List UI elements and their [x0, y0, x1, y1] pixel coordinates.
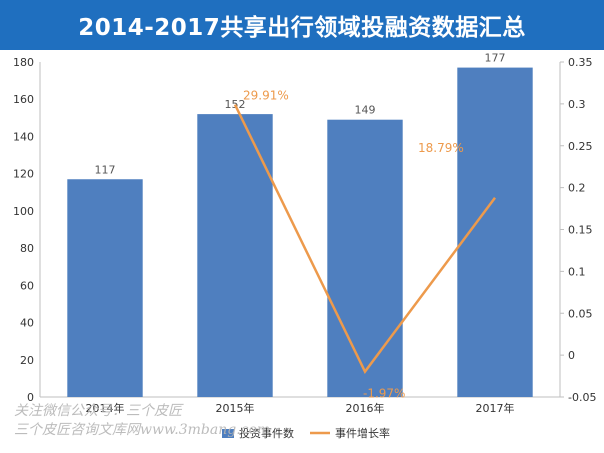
- line-data-label: -1.97%: [363, 387, 405, 401]
- watermark-line-2: 三个皮匠咨询文库网www.3mbang.com: [14, 422, 271, 438]
- y-right-tick-label: 0.15: [568, 224, 593, 237]
- y-left-tick-label: 140: [13, 130, 34, 143]
- x-tick-label: 2014年: [86, 401, 125, 415]
- line-data-label: 18.79%: [418, 141, 464, 155]
- y-left-tick-label: 180: [13, 56, 34, 69]
- x-tick-label: 2015年: [216, 401, 255, 415]
- chart-title: 2014-2017共享出行领域投融资数据汇总: [78, 15, 526, 41]
- title-bar: 2014-2017共享出行领域投融资数据汇总: [0, 0, 604, 50]
- bar-data-label: 117: [95, 163, 116, 176]
- y-left-tick-label: 100: [13, 205, 34, 218]
- y-right-tick-label: 0.1: [568, 265, 586, 278]
- y-left-tick-label: 60: [20, 279, 34, 292]
- y-right-tick-label: 0.35: [568, 56, 593, 69]
- bar-data-label: 177: [485, 52, 506, 65]
- y-right-tick-label: -0.05: [568, 391, 596, 404]
- bar-data-label: 149: [355, 104, 376, 117]
- y-right-tick-label: 0.25: [568, 140, 593, 153]
- legend-label-bar: 投资事件数: [239, 426, 294, 440]
- y-left-tick-label: 20: [20, 354, 34, 367]
- line-data-label: 29.91%: [243, 89, 289, 103]
- bar-data-label: 152: [225, 98, 246, 111]
- y-right-tick-label: 0: [568, 349, 575, 362]
- bar: [197, 114, 273, 397]
- x-tick-label: 2016年: [346, 401, 385, 415]
- y-right-tick-label: 0.05: [568, 307, 593, 320]
- y-right-tick-label: 0.3: [568, 98, 586, 111]
- watermark-line-1: 关注微信公众号：三个皮匠: [14, 403, 182, 419]
- legend-label-line: 事件增长率: [335, 426, 390, 440]
- y-left-tick-label: 160: [13, 93, 34, 106]
- x-tick-label: 2017年: [476, 401, 515, 415]
- y-right-tick-label: 0.2: [568, 182, 586, 195]
- bar: [327, 119, 403, 397]
- y-left-tick-label: 80: [20, 242, 34, 255]
- y-left-tick-label: 40: [20, 317, 34, 330]
- y-left-tick-label: 120: [13, 168, 34, 181]
- legend-swatch-bar: [222, 429, 234, 438]
- bar: [67, 179, 143, 397]
- y-left-tick-label: 0: [27, 391, 34, 404]
